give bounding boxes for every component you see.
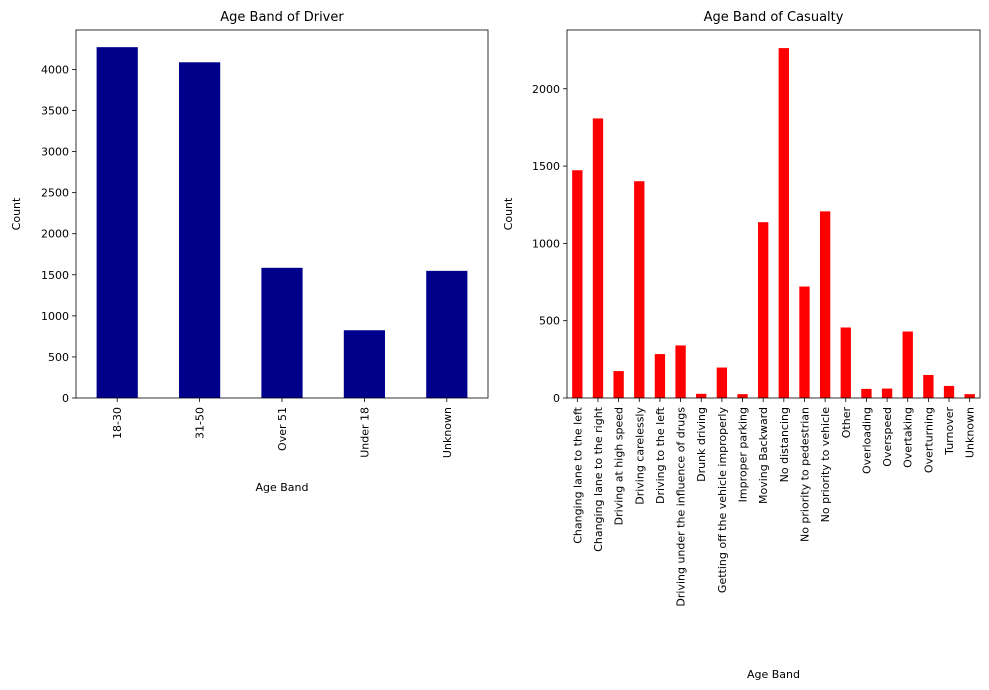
x-tick-label: 31-50 xyxy=(194,407,207,439)
chart-title: Age Band of Driver xyxy=(220,10,344,25)
x-tick-label: Changing lane to the left xyxy=(571,406,584,543)
y-tick-label: 500 xyxy=(48,351,69,364)
x-tick-label: Under 18 xyxy=(358,407,371,458)
x-tick-label: Overloading xyxy=(860,407,873,474)
x-axis-label: Age Band xyxy=(747,668,800,681)
x-tick-label: Changing lane to the right xyxy=(592,406,605,552)
bar-unknown xyxy=(426,270,468,398)
bar-no-priority-to-vehicle xyxy=(819,211,831,398)
x-tick-label: Drunk driving xyxy=(695,407,708,482)
y-tick-label: 3000 xyxy=(41,146,69,159)
x-axis-label: Age Band xyxy=(255,481,308,494)
bar-turnover xyxy=(943,385,955,398)
bar-under-18 xyxy=(343,330,385,398)
x-tick-label: Overturning xyxy=(922,407,935,473)
bar-improper-parking xyxy=(737,394,748,398)
x-tick-label: No priority to vehicle xyxy=(819,407,832,523)
y-tick-label: 1000 xyxy=(532,237,560,250)
plot-frame xyxy=(75,29,489,399)
x-tick-label: Improper parking xyxy=(737,407,750,502)
x-tick-label: No priority to pedestrian xyxy=(798,407,811,542)
x-tick-label: Unknown xyxy=(964,407,977,458)
bar-getting-off-the-vehicle-improperly xyxy=(716,367,728,398)
x-tick-label: Overtaking xyxy=(902,407,915,468)
bar-unknown xyxy=(964,394,975,398)
y-axis-label: Count xyxy=(502,197,515,230)
x-tick-label: No distancing xyxy=(778,407,791,482)
y-tick-label: 1500 xyxy=(41,269,69,282)
bar-18-30 xyxy=(96,47,138,399)
bar-driving-carelessly xyxy=(634,181,645,398)
y-tick-label: 1000 xyxy=(41,310,69,323)
x-tick-label: Other xyxy=(840,407,853,439)
plot-frame xyxy=(566,29,981,399)
x-tick-label: Over 51 xyxy=(276,407,289,451)
x-tick-label: Moving Backward xyxy=(757,407,770,504)
x-tick-label: Overspeed xyxy=(881,407,894,467)
bar-drunk-driving xyxy=(696,393,707,398)
bar-changing-lane-to-the-left xyxy=(572,170,583,398)
bar-overloading xyxy=(861,388,872,398)
bar-no-distancing xyxy=(778,48,789,398)
bar-moving-backward xyxy=(758,222,769,398)
y-tick-label: 4000 xyxy=(41,63,69,76)
x-tick-label: Driving to the left xyxy=(654,406,667,504)
y-tick-label: 2000 xyxy=(41,228,69,241)
y-tick-label: 1500 xyxy=(532,160,560,173)
y-tick-label: 0 xyxy=(62,392,69,405)
x-tick-label: 18-30 xyxy=(111,407,124,439)
x-tick-label: Driving at high speed xyxy=(613,407,626,525)
x-tick-label: Getting off the vehicle improperly xyxy=(716,407,729,594)
y-tick-label: 3500 xyxy=(41,105,69,118)
bar-driving-at-high-speed xyxy=(613,371,624,398)
bar-no-priority-to-pedestrian xyxy=(799,286,810,398)
bar-driving-to-the-left xyxy=(654,354,666,398)
bar-over-51 xyxy=(261,267,303,398)
y-tick-label: 2500 xyxy=(41,187,69,200)
x-tick-label: Driving under the influence of drugs xyxy=(675,407,688,607)
chart-title: Age Band of Casualty xyxy=(704,10,844,25)
chart-age-band-of-driver: Age Band of Driver 0 500 1000 1500 2000 2500 30… xyxy=(10,10,489,494)
bar-driving-under-the-influence-of-drugs xyxy=(675,345,686,398)
x-tick-label: Unknown xyxy=(441,407,454,458)
bar-overturning xyxy=(923,374,934,398)
bar-overspeed xyxy=(881,388,893,398)
x-tick-label: Turnover xyxy=(943,407,956,456)
bar-31-50 xyxy=(179,62,221,399)
bar-changing-lane-to-the-right xyxy=(592,118,604,398)
y-tick-label: 500 xyxy=(539,315,560,328)
y-tick-label: 2000 xyxy=(532,83,560,96)
x-tick-label: Driving carelessly xyxy=(633,407,646,505)
chart-age-band-of-casualty: Age Band of Casualty 0 500 1000 1500 2000 Chan… xyxy=(502,10,981,681)
bar-other xyxy=(840,327,851,398)
y-tick-label: 0 xyxy=(553,392,560,405)
bar-overtaking xyxy=(902,331,913,398)
y-axis-label: Count xyxy=(10,197,23,230)
